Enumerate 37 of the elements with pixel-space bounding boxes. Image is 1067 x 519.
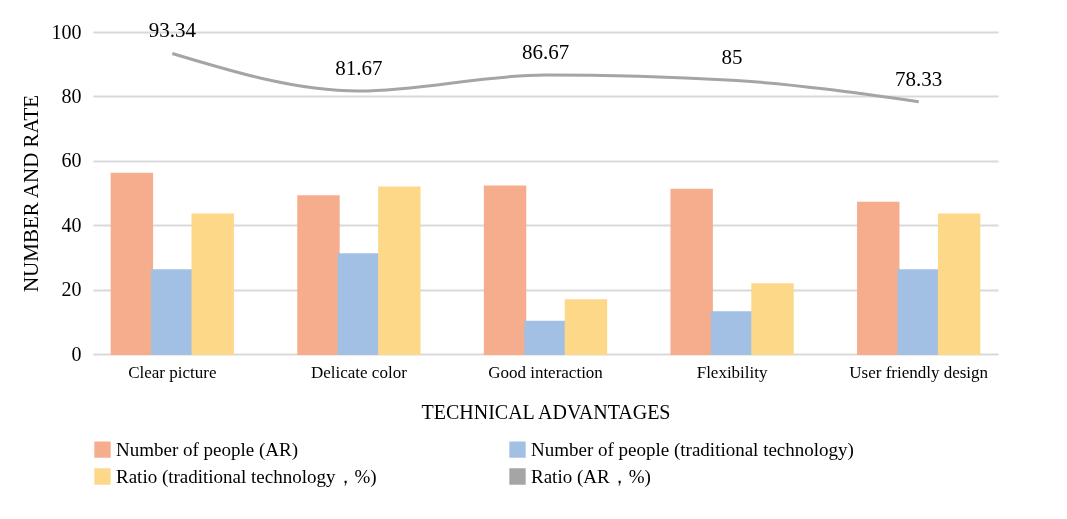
bar [937,213,981,355]
x-tick-label: User friendly design [849,362,989,382]
x-tick-label: Flexibility [696,362,769,382]
x-tick-label: Good interaction [488,362,604,382]
y-tick-label: 40 [61,213,82,236]
bar [110,172,154,355]
y-axis-title: NUMBER AND RATE [18,94,43,293]
bar [297,195,340,355]
y-tick-label: 20 [61,278,82,301]
legend-label: Number of people (AR) [116,438,299,461]
legend-label: Ratio (traditional technology，%) [116,465,377,488]
y-tick-label: 60 [61,149,82,172]
x-axis-title: TECHNICAL ADVANTAGES [421,400,671,423]
data-label: 85 [721,45,743,70]
data-label: 86.67 [521,39,570,64]
bar [151,269,194,355]
legend-label: Ratio (AR，%) [531,465,651,488]
bar [191,213,234,355]
data-label: 81.67 [335,56,383,81]
x-tick-label: Clear picture [128,362,217,382]
data-label: 78.33 [895,66,943,91]
data-label: 93.34 [148,18,197,43]
bar [897,269,940,355]
bar [857,201,900,355]
bar [337,253,381,355]
bar [483,185,527,355]
y-tick-label: 100 [51,20,82,43]
y-tick-label: 0 [71,342,82,365]
bar [670,188,713,355]
bar [710,311,754,355]
x-tick-label: Delicate color [311,362,408,382]
bar [524,320,567,355]
y-tick-label: 80 [61,84,82,107]
bar [751,283,794,355]
legend-label: Number of people (traditional technology) [531,438,854,461]
bar [564,299,608,355]
bar [378,186,421,355]
